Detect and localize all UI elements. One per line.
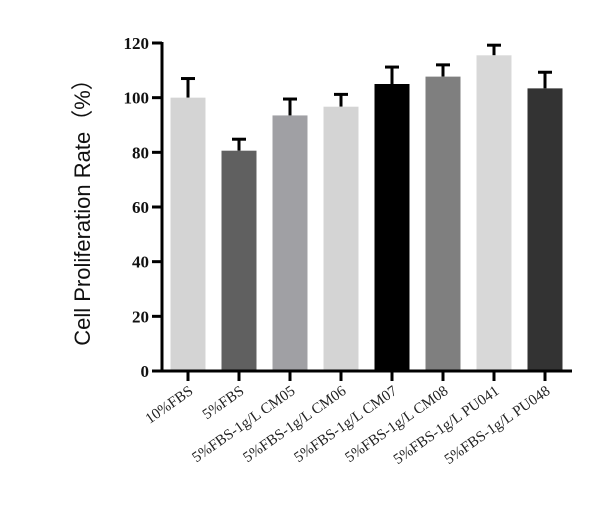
bar xyxy=(374,84,410,371)
y-tick-label: 0 xyxy=(141,362,150,381)
y-tick-label: 60 xyxy=(132,198,149,217)
y-tick-label: 80 xyxy=(132,143,149,162)
x-tick-label: 10%FBS xyxy=(143,383,197,427)
bar xyxy=(323,106,359,371)
y-tick-label: 120 xyxy=(124,34,150,53)
y-tick-label: 100 xyxy=(124,89,150,108)
bar xyxy=(425,76,461,372)
y-tick-label: 40 xyxy=(132,253,149,272)
bar xyxy=(170,97,206,372)
y-tick-label: 20 xyxy=(132,307,149,326)
bar xyxy=(221,150,257,371)
bar xyxy=(476,55,512,372)
bar xyxy=(527,88,563,371)
bar xyxy=(272,115,308,371)
y-axis-label: Cell Proliferation Rate（%） xyxy=(70,68,95,346)
